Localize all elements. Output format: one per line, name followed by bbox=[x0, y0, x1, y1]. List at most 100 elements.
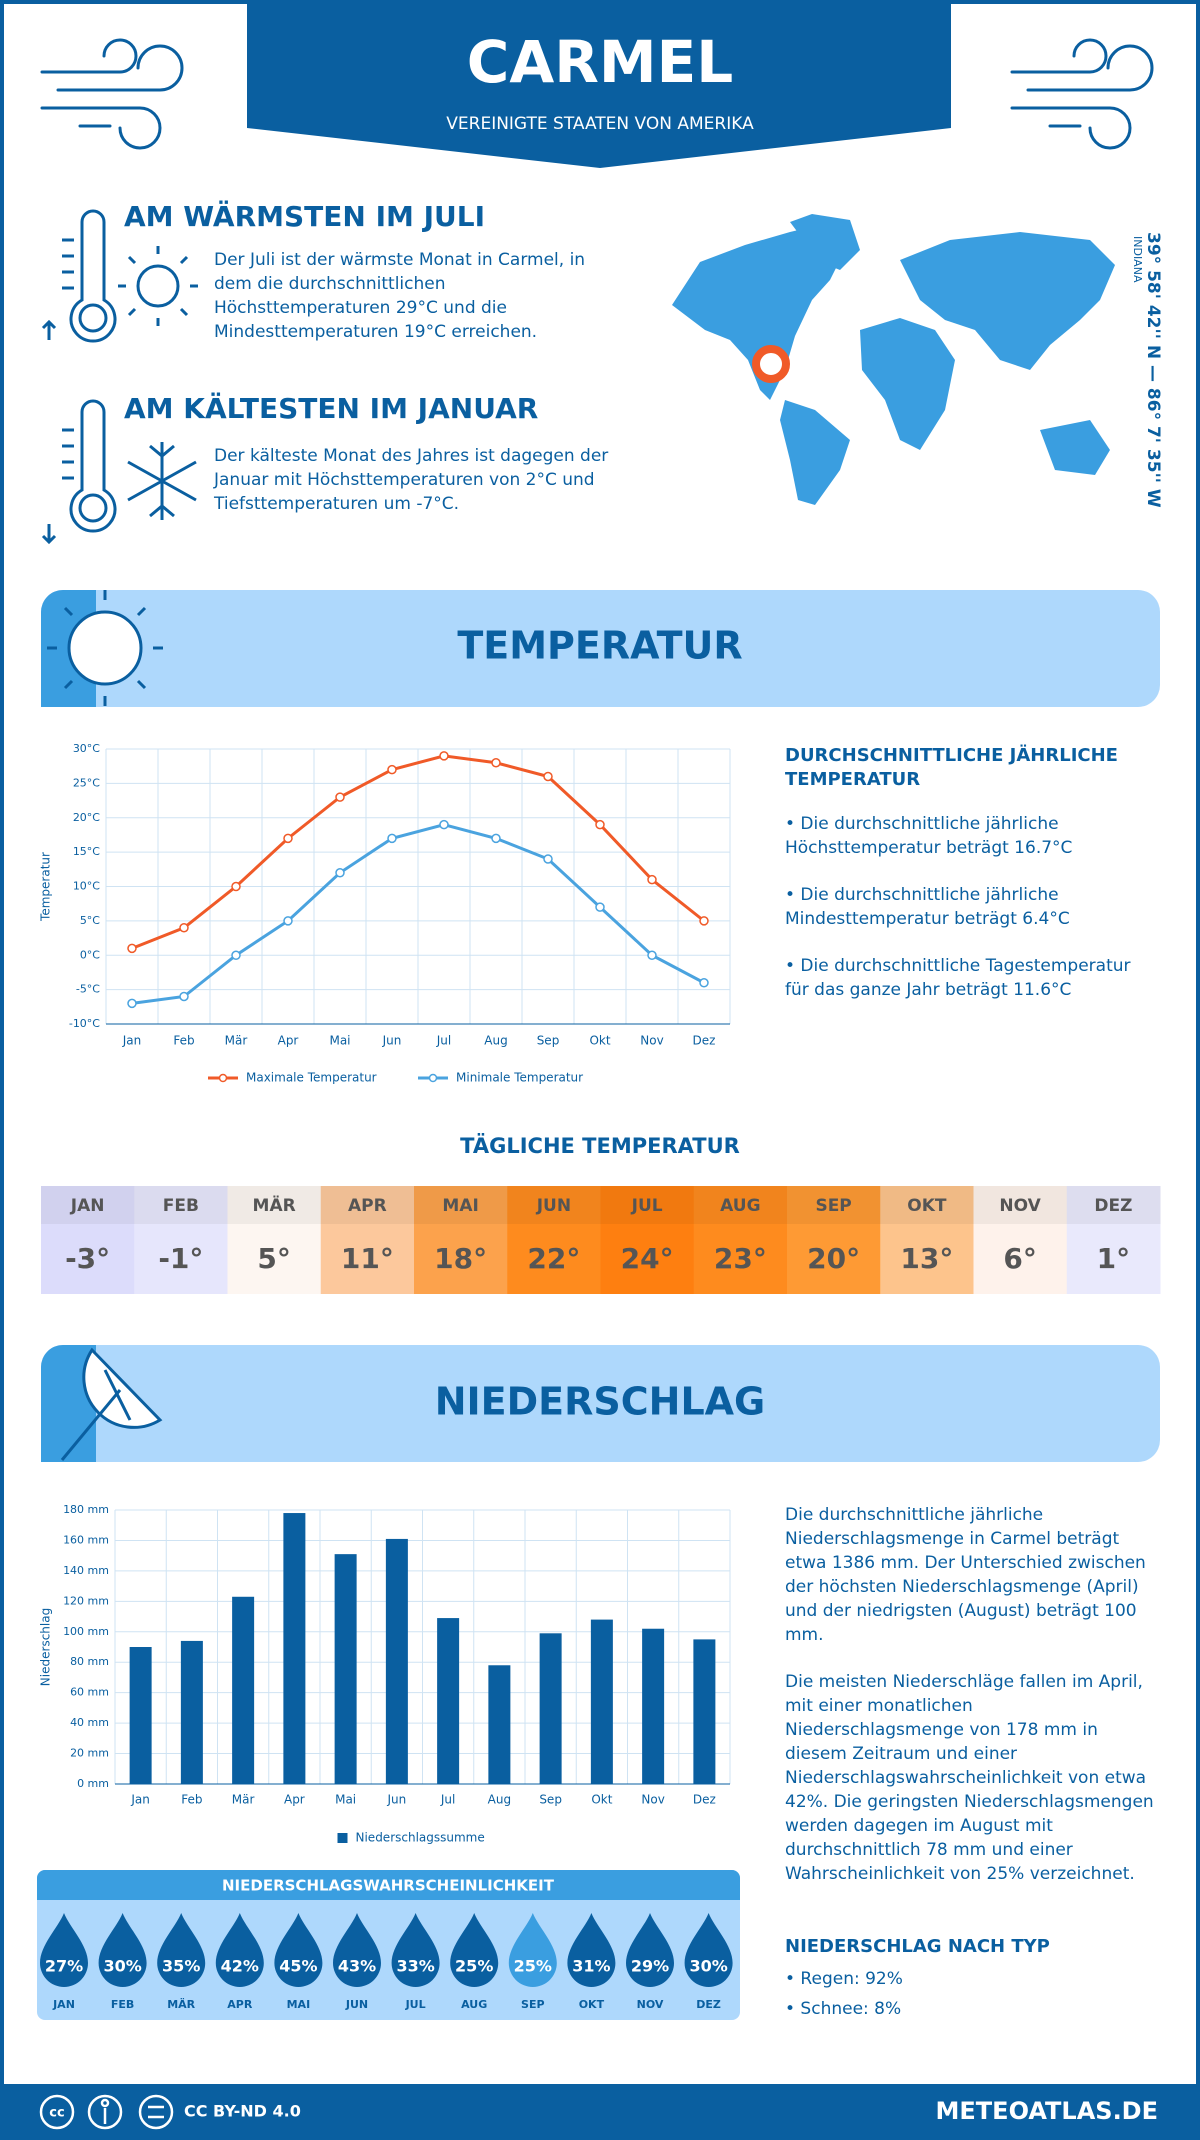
x-tick-label: Aug bbox=[488, 1793, 511, 1807]
x-tick-label: Mär bbox=[225, 1034, 248, 1048]
month-label: FEB bbox=[163, 1196, 199, 1216]
probability-month: APR bbox=[227, 1998, 253, 2011]
bar bbox=[385, 1538, 408, 1784]
y-tick-label: 80 mm bbox=[70, 1655, 109, 1668]
y-axis-label: Temperatur bbox=[39, 852, 53, 922]
point bbox=[231, 881, 241, 892]
month-header-cell bbox=[227, 1186, 322, 1224]
banner-accent bbox=[41, 1345, 96, 1462]
probability-month: FEB bbox=[111, 1998, 134, 2011]
warmest-text: Der Juli ist der wärmste Monat in Carmel… bbox=[214, 250, 586, 342]
probability-value: 43% bbox=[338, 1957, 376, 1976]
point bbox=[387, 764, 397, 775]
temperature-value: 23° bbox=[714, 1242, 767, 1275]
bar bbox=[437, 1618, 460, 1784]
wind-icon bbox=[40, 38, 184, 150]
month-label: AUG bbox=[720, 1196, 760, 1216]
world-map bbox=[672, 214, 1115, 505]
x-tick-label: Jan bbox=[122, 1034, 142, 1048]
probability-title-bar bbox=[37, 1870, 740, 1900]
bar bbox=[590, 1619, 613, 1784]
x-tick-label: Dez bbox=[693, 1793, 716, 1807]
month-header-cell bbox=[414, 1186, 508, 1224]
drop bbox=[391, 1913, 440, 1988]
probability-month: MAI bbox=[287, 1998, 311, 2011]
bar bbox=[180, 1640, 203, 1784]
probability-drops: 27% JAN 30% FEB 35% MÄR 42% APR 45% MAI 43% JUN 33% J… bbox=[40, 1913, 733, 2011]
y-tick-label: 60 mm bbox=[70, 1686, 109, 1699]
probability-value: 35% bbox=[162, 1957, 200, 1976]
precip-paragraph: Die durchschnittliche jährliche Niedersc… bbox=[785, 1505, 1146, 1645]
drop bbox=[40, 1913, 88, 1987]
month-header-cell bbox=[41, 1186, 135, 1224]
value-cell bbox=[414, 1224, 508, 1294]
point bbox=[127, 998, 137, 1009]
section-title: NIEDERSCHLAG bbox=[435, 1380, 766, 1424]
drop bbox=[626, 1913, 674, 1987]
license: CC BY-ND 4.0 bbox=[184, 2102, 301, 2121]
probability-month: DEZ bbox=[696, 1998, 721, 2011]
month-label: APR bbox=[348, 1196, 387, 1216]
probability-month: AUG bbox=[461, 1998, 487, 2011]
y-tick-label: 140 mm bbox=[63, 1564, 109, 1577]
month-label: JUL bbox=[631, 1196, 663, 1216]
x-tick-label: Jan bbox=[130, 1793, 150, 1807]
license-icons bbox=[39, 2094, 174, 2130]
point bbox=[699, 916, 709, 926]
x-tick-label: Okt bbox=[589, 1034, 610, 1048]
bar bbox=[693, 1639, 716, 1784]
month-label: NOV bbox=[999, 1196, 1041, 1216]
bar bbox=[283, 1513, 306, 1784]
point bbox=[595, 819, 605, 830]
y-tick-label: 25°C bbox=[73, 776, 100, 789]
probability-month: JUL bbox=[405, 1998, 426, 2011]
probability-value: 45% bbox=[279, 1957, 317, 1976]
coldest-title: AM KÄLTESTEN IM JANUAR bbox=[124, 392, 539, 425]
point bbox=[647, 950, 657, 960]
x-tick-label: Sep bbox=[537, 1034, 560, 1048]
drop bbox=[508, 1913, 557, 1988]
y-tick-label: 0°C bbox=[80, 948, 100, 961]
probability-value: 30% bbox=[103, 1957, 141, 1976]
temperature-chart: Jan Feb Mär Apr Mai Jun Jul Aug Sep Okt Nov Dez -10°… bbox=[39, 742, 731, 1085]
month-label: OKT bbox=[907, 1196, 947, 1216]
temperature-value: 1° bbox=[1097, 1242, 1130, 1275]
value-cell bbox=[41, 1224, 135, 1294]
bar bbox=[642, 1628, 665, 1784]
bar bbox=[232, 1596, 255, 1784]
location-marker bbox=[752, 345, 790, 383]
month-header-cell bbox=[134, 1186, 228, 1224]
by-type-title: NIEDERSCHLAG NACH TYP bbox=[785, 1936, 1050, 1957]
temperature-value: 5° bbox=[257, 1242, 290, 1275]
point bbox=[387, 833, 397, 844]
month-header-cell bbox=[507, 1186, 601, 1224]
month-header-cell bbox=[1066, 1186, 1161, 1224]
umbrella-icon bbox=[60, 1347, 163, 1461]
value-cell bbox=[693, 1224, 788, 1294]
thermometer-warm-icon bbox=[41, 209, 198, 343]
month-label: MÄR bbox=[253, 1194, 296, 1216]
probability-month: JUN bbox=[345, 1998, 368, 2011]
temperature-value: 11° bbox=[341, 1242, 394, 1275]
drop bbox=[450, 1913, 499, 1988]
point bbox=[543, 771, 553, 782]
point bbox=[179, 991, 189, 1002]
x-tick-label: Sep bbox=[539, 1793, 562, 1807]
point bbox=[543, 854, 553, 864]
month-header-cell bbox=[320, 1186, 415, 1224]
y-tick-label: 180 mm bbox=[63, 1503, 109, 1516]
point bbox=[179, 923, 189, 933]
y-tick-label: -5°C bbox=[76, 983, 100, 996]
x-tick-label: Jul bbox=[436, 1034, 451, 1048]
point bbox=[491, 833, 501, 844]
value-cell bbox=[320, 1224, 415, 1294]
site: METEOATLAS.DE bbox=[936, 2097, 1158, 2125]
x-tick-label: Mai bbox=[329, 1034, 350, 1048]
drop bbox=[98, 1913, 147, 1988]
month-header-cell bbox=[600, 1186, 695, 1224]
y-tick-label: 100 mm bbox=[63, 1625, 109, 1638]
y-tick-label: 15°C bbox=[73, 845, 100, 858]
legend-label: Maximale Temperatur bbox=[246, 1071, 377, 1085]
temperature-value: 24° bbox=[621, 1242, 674, 1275]
coordinates: 39° 58' 42'' N — 86° 7' 35'' W bbox=[1143, 232, 1163, 508]
